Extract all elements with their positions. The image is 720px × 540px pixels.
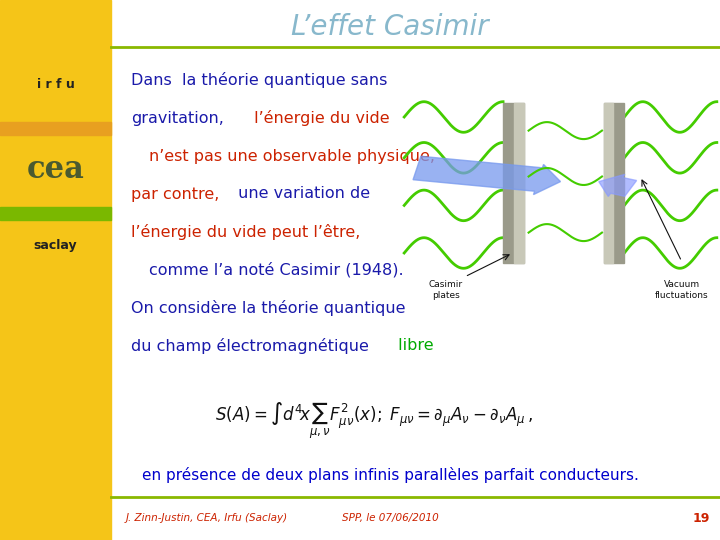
Bar (503, 103, 524, 263)
Text: comme l’a noté Casimir (1948).: comme l’a noté Casimir (1948). (149, 262, 404, 278)
Text: en présence de deux plans infinis parallèles parfait conducteurs.: en présence de deux plans infinis parall… (142, 467, 639, 483)
Text: On considère la théorie quantique: On considère la théorie quantique (131, 300, 405, 316)
Text: $S(A) = \int d^4\!x \sum_{\mu,\nu} F^2_{\mu\nu}(x); \; F_{\mu\nu} = \partial_\mu: $S(A) = \int d^4\!x \sum_{\mu,\nu} F^2_{… (215, 401, 534, 441)
Bar (0, 207, 111, 220)
Text: libre: libre (393, 339, 433, 354)
FancyArrow shape (413, 156, 560, 194)
Text: du champ électromagnétique: du champ électromagnétique (131, 338, 369, 354)
Text: Casimir
plates: Casimir plates (428, 280, 463, 300)
FancyArrow shape (599, 174, 636, 197)
Bar (603, 103, 613, 263)
Text: l’énergie du vide: l’énergie du vide (249, 110, 390, 126)
Text: 19: 19 (693, 511, 710, 524)
Text: Dans  la théorie quantique sans: Dans la théorie quantique sans (131, 72, 387, 88)
Text: n’est pas une observable physique,: n’est pas une observable physique, (149, 148, 435, 164)
Text: J. Zinn-Justin, CEA, Irfu (Saclay): J. Zinn-Justin, CEA, Irfu (Saclay) (126, 513, 288, 523)
Text: SPP, le 07/06/2010: SPP, le 07/06/2010 (341, 513, 438, 523)
Text: gravitation,: gravitation, (131, 111, 224, 125)
Text: Vacuum
fluctuations: Vacuum fluctuations (655, 280, 708, 300)
Text: saclay: saclay (34, 239, 77, 252)
Bar (0, 0, 111, 540)
Bar (0, 122, 111, 135)
Text: par contre,: par contre, (131, 186, 220, 201)
Text: l’énergie du vide peut l’être,: l’énergie du vide peut l’être, (131, 224, 361, 240)
Text: cea: cea (27, 154, 84, 186)
Text: une variation de: une variation de (233, 186, 370, 201)
Bar (603, 103, 624, 263)
Bar (514, 103, 524, 263)
Text: L’effet Casimir: L’effet Casimir (291, 13, 489, 41)
Text: i r f u: i r f u (37, 78, 74, 91)
